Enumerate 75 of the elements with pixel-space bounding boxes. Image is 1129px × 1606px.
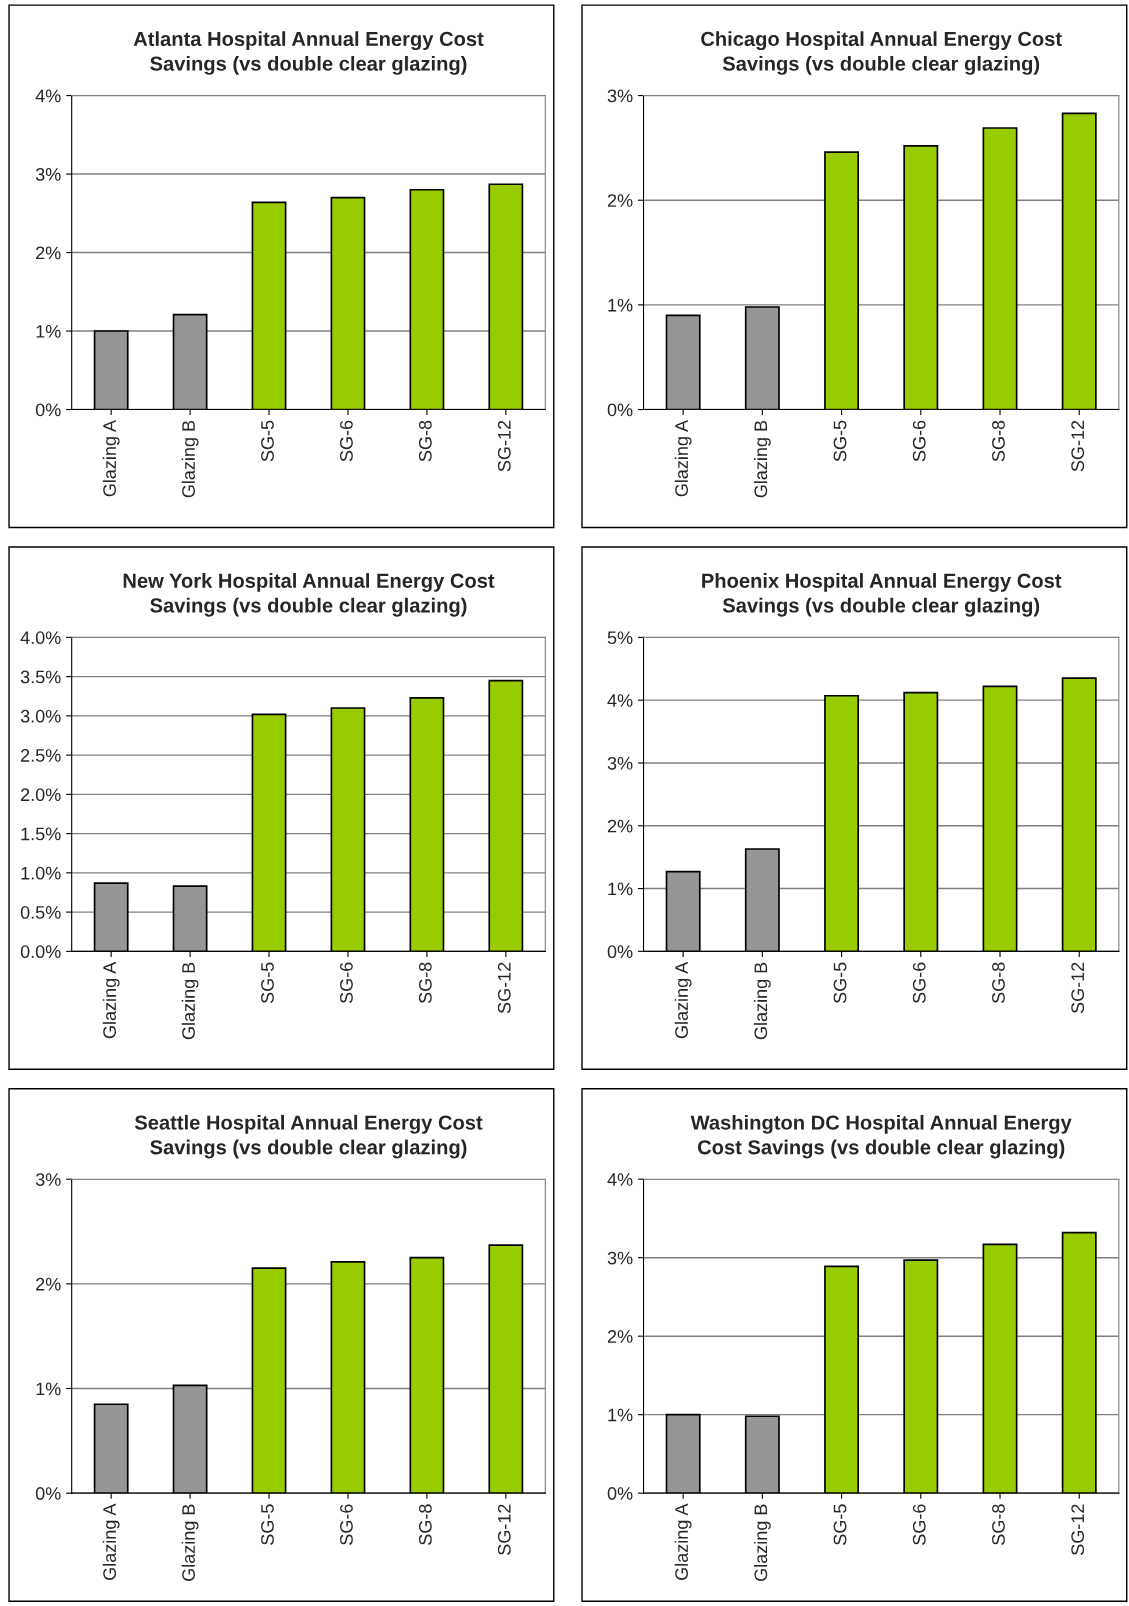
x-tick-label: SG-8	[992, 962, 1005, 1004]
y-tick-label: 0.5%	[20, 906, 61, 919]
y-tick-label: 2.5%	[21, 749, 61, 762]
x-tick-label: SG-5	[833, 962, 847, 1004]
x-tick-label: SG-6	[340, 420, 353, 462]
x-tick-label: SG-5	[261, 962, 274, 1004]
y-tick-label: 1.5%	[21, 827, 61, 841]
y-tick-label: 3%	[607, 756, 633, 770]
y-tick-label: 4%	[35, 89, 61, 103]
x-tick-label: Glazing A	[674, 1503, 692, 1580]
y-tick-label: 3%	[35, 1173, 61, 1186]
x-tick-label: SG-12	[497, 1504, 511, 1555]
y-tick-label: 3.0%	[20, 709, 61, 723]
y-tick-label: 3%	[607, 1251, 633, 1265]
x-tick-label: SG-8	[992, 420, 1005, 462]
chart-title: Chicago Hospital Annual Energy Cost Savings (vs double clear glazing)	[701, 31, 1062, 75]
x-tick-label: Glazing A	[102, 1503, 120, 1580]
y-tick-label: 5%	[607, 631, 633, 645]
x-tick-label: SG-12	[1071, 420, 1085, 472]
x-tick-label: Glazing B	[181, 1504, 199, 1581]
x-tick-label: SG-12	[497, 962, 511, 1014]
x-tick-label: SG-5	[833, 420, 847, 462]
x-tick-label: SG-8	[992, 1504, 1005, 1545]
x-tick-label: SG-5	[261, 1504, 274, 1545]
x-tick-label: SG-8	[418, 420, 432, 462]
x-tick-label: SG-5	[833, 1504, 847, 1545]
y-tick-label: 4%	[607, 694, 633, 707]
x-tick-label: Glazing B	[753, 420, 771, 498]
x-tick-label: SG-8	[418, 1504, 432, 1545]
x-tick-label: SG-12	[1071, 1504, 1085, 1555]
chart-title: New York Hospital Annual Energy Cost Savings (vs double clear glazing)	[123, 573, 495, 617]
y-tick-label: 0%	[607, 1487, 633, 1500]
y-tick-label: 1.0%	[21, 866, 61, 880]
y-tick-label: 0%	[607, 945, 633, 959]
y-tick-label: 1%	[608, 882, 633, 896]
y-tick-label: 0%	[35, 1487, 61, 1500]
y-tick-label: 1%	[36, 1382, 61, 1396]
y-tick-label: 2%	[607, 819, 633, 833]
x-tick-label: Glazing A	[102, 419, 120, 497]
chart-title: Atlanta Hospital Annual Energy Cost Savings (vs double clear glazing)	[133, 31, 484, 75]
y-tick-label: 1%	[608, 298, 633, 312]
x-tick-label: SG-6	[912, 1504, 926, 1545]
chart-title: Washington DC Hospital Annual Energy Cost Savings (vs double clear glazing)	[690, 1114, 1072, 1159]
x-tick-label: SG-12	[497, 420, 511, 472]
y-tick-label: 0.0%	[20, 945, 61, 959]
y-tick-label: 0%	[35, 403, 61, 417]
chart-title: Phoenix Hospital Annual Energy Cost Savings (vs double clear glazing)	[702, 573, 1062, 617]
y-tick-label: 2%	[607, 194, 633, 207]
x-tick-label: SG-6	[340, 962, 353, 1004]
x-tick-label: Glazing A	[674, 961, 692, 1039]
y-tick-label: 1%	[608, 1408, 633, 1422]
y-tick-label: 0%	[607, 403, 633, 417]
x-tick-label: SG-6	[912, 420, 926, 462]
y-tick-label: 3%	[35, 167, 61, 181]
y-tick-label: 2%	[36, 1277, 61, 1291]
y-tick-label: 2%	[607, 1330, 633, 1343]
x-tick-label: SG-6	[912, 962, 926, 1004]
x-tick-label: Glazing A	[674, 419, 692, 497]
x-tick-label: Glazing B	[753, 962, 771, 1040]
chart-title: Seattle Hospital Annual Energy Cost Savings (vs double clear glazing)	[134, 1114, 483, 1159]
x-tick-label: SG-12	[1071, 962, 1085, 1014]
y-tick-label: 4.0%	[20, 631, 61, 645]
x-tick-label: Glazing B	[181, 420, 199, 498]
x-tick-label: SG-5	[261, 420, 274, 462]
x-tick-label: Glazing A	[102, 961, 120, 1039]
x-tick-label: SG-6	[340, 1504, 353, 1545]
y-tick-label: 3%	[607, 89, 633, 103]
y-tick-label: 2%	[36, 246, 61, 260]
y-tick-label: 1%	[36, 325, 61, 338]
x-tick-label: Glazing B	[181, 962, 199, 1040]
y-tick-label: 2.0%	[21, 788, 61, 802]
y-tick-label: 4%	[607, 1173, 633, 1186]
x-tick-label: SG-8	[418, 962, 432, 1004]
x-tick-label: Glazing B	[753, 1504, 771, 1581]
y-tick-label: 3.5%	[20, 670, 61, 684]
